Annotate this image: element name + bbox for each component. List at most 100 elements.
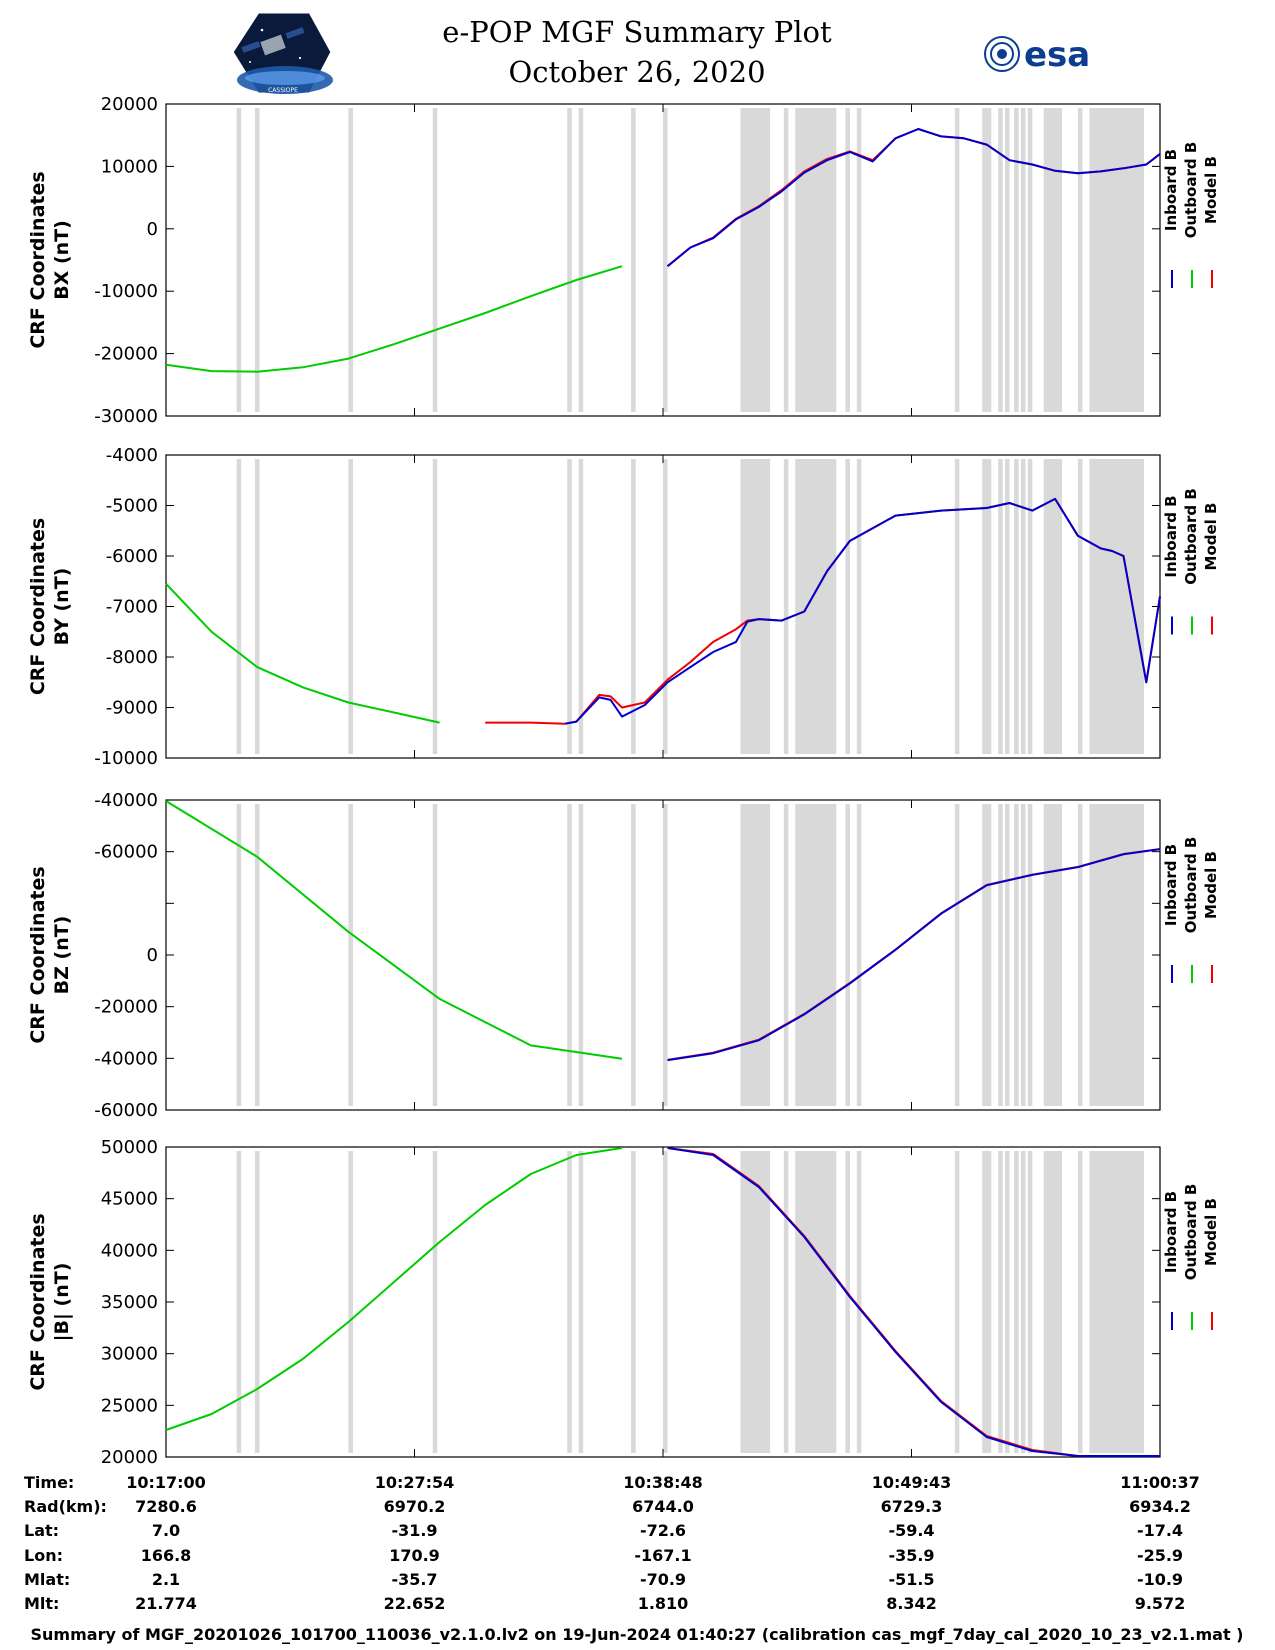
table-cell: 10:17:00 bbox=[126, 1473, 206, 1492]
y-tick-label: -30000 bbox=[94, 406, 158, 427]
table-cell: -31.9 bbox=[391, 1521, 437, 1540]
y-axis-label-line: CRF Coordinates bbox=[27, 518, 49, 695]
gap-band bbox=[567, 108, 572, 412]
gap-band bbox=[783, 1151, 789, 1453]
gap-band bbox=[567, 459, 572, 754]
series-outboard bbox=[165, 265, 623, 373]
gap-band bbox=[740, 804, 771, 1106]
table-cell: 6970.2 bbox=[384, 1497, 446, 1516]
gap-band bbox=[783, 108, 789, 412]
gap-band bbox=[1014, 804, 1019, 1106]
gap-band bbox=[982, 804, 992, 1106]
legend-label: Outboard B bbox=[1182, 488, 1200, 585]
gap-band bbox=[567, 804, 572, 1106]
table-cell: -51.5 bbox=[888, 1570, 934, 1589]
gap-band bbox=[254, 459, 260, 754]
gap-band bbox=[845, 804, 850, 1106]
cassiope-logo: CASSIOPE bbox=[230, 10, 334, 96]
panel-4: 20000 25000 30000 35000 40000 45000 50000 CRF C… bbox=[27, 1137, 1220, 1468]
y-axis-label-line: |B| (nT) bbox=[51, 1263, 73, 1342]
gap-band bbox=[663, 108, 668, 412]
y-tick-label: 25000 bbox=[101, 1395, 158, 1416]
y-tick-label: 45000 bbox=[101, 1189, 158, 1210]
gap-band bbox=[1014, 108, 1019, 412]
legend-label: Inboard B bbox=[1162, 149, 1180, 231]
gap-band bbox=[254, 108, 260, 412]
series-outboard bbox=[165, 1147, 623, 1431]
table-row-label: Time: bbox=[24, 1473, 74, 1492]
table-row-label: Lat: bbox=[24, 1521, 59, 1540]
legend-label: Model B bbox=[1202, 503, 1220, 571]
y-axis-label-line: CRF Coordinates bbox=[27, 171, 49, 348]
gap-band bbox=[578, 1151, 584, 1453]
gap-band bbox=[578, 108, 584, 412]
legend-label: Outboard B bbox=[1182, 1184, 1200, 1281]
footer-text: Summary of MGF_20201026_101700_110036_v2… bbox=[31, 1625, 1244, 1644]
gap-band bbox=[432, 108, 438, 412]
gap-band bbox=[740, 459, 771, 754]
table-cell: -25.9 bbox=[1137, 1546, 1183, 1565]
legend-label: Outboard B bbox=[1182, 142, 1200, 239]
y-tick-label: -8000 bbox=[106, 647, 158, 668]
table-cell: 6744.0 bbox=[632, 1497, 694, 1516]
gap-band bbox=[348, 108, 353, 412]
series-outboard bbox=[165, 583, 440, 724]
panel-1: -30000 -20000 -10000 0 10000 20000 CRF Coordin… bbox=[27, 94, 1220, 427]
gap-band bbox=[432, 804, 438, 1106]
gap-band bbox=[1089, 1151, 1145, 1453]
table-cell: 170.9 bbox=[389, 1546, 440, 1565]
gap-band bbox=[954, 804, 960, 1106]
gap-band bbox=[1043, 108, 1062, 412]
y-tick-label: -10000 bbox=[94, 748, 158, 769]
gap-band bbox=[982, 459, 992, 754]
gap-band bbox=[1004, 804, 1010, 1106]
y-tick-label: -6000 bbox=[106, 546, 158, 567]
gap-band bbox=[432, 459, 438, 754]
gap-band bbox=[1027, 108, 1033, 412]
table-cell: -72.6 bbox=[640, 1521, 686, 1540]
y-tick-label: -20000 bbox=[94, 344, 158, 365]
gap-band bbox=[856, 459, 862, 754]
gap-band bbox=[254, 804, 260, 1106]
y-axis-label-line: BY (nT) bbox=[51, 568, 73, 646]
esa-logo-text: esa bbox=[1024, 35, 1090, 75]
y-axis-label: CRF Coordinates |B| (nT) bbox=[27, 1213, 73, 1390]
gap-band bbox=[954, 1151, 960, 1453]
gap-band bbox=[663, 459, 668, 754]
table-cell: 166.8 bbox=[141, 1546, 192, 1565]
gap-band bbox=[795, 1151, 837, 1453]
gap-band bbox=[567, 1151, 572, 1453]
table-cell: 6934.2 bbox=[1129, 1497, 1191, 1516]
table-row-label: Rad(km): bbox=[24, 1497, 107, 1516]
y-axis-label-line: BX (nT) bbox=[51, 220, 73, 300]
legend-label: Outboard B bbox=[1182, 837, 1200, 934]
gap-band bbox=[1014, 459, 1019, 754]
y-tick-label: -60000 bbox=[94, 842, 158, 863]
gap-band bbox=[845, 1151, 850, 1453]
panel-2: -10000 -9000 -8000 -7000 -6000 -5000 -4000 CRF … bbox=[27, 445, 1220, 769]
gap-band bbox=[1004, 108, 1010, 412]
gap-band bbox=[663, 1151, 668, 1453]
gap-band bbox=[783, 459, 789, 754]
gap-band bbox=[1077, 804, 1083, 1106]
ephemeris-table: Time: Rad(km): Lat: Lon: Mlat: Mlt: 10:17:00 72… bbox=[24, 1473, 1200, 1613]
y-tick-label: -40000 bbox=[94, 1048, 158, 1069]
y-axis-label-line: CRF Coordinates bbox=[27, 1213, 49, 1390]
gap-band bbox=[998, 459, 1003, 754]
y-tick-label: -7000 bbox=[106, 597, 158, 618]
gap-band bbox=[1077, 108, 1083, 412]
gap-band bbox=[1004, 1151, 1010, 1453]
y-axis-label: CRF Coordinates BX (nT) bbox=[27, 171, 73, 348]
y-axis-label: CRF Coordinates BY (nT) bbox=[27, 518, 73, 695]
gap-band bbox=[1043, 804, 1062, 1106]
gap-band bbox=[348, 459, 353, 754]
legend-label: Inboard B bbox=[1162, 1191, 1180, 1273]
gap-band bbox=[348, 1151, 353, 1453]
header: CASSIOPE e-POP MGF Summary Plot October … bbox=[230, 10, 1090, 96]
series-inboard bbox=[564, 497, 1161, 725]
series-inboard bbox=[667, 848, 1161, 1062]
table-cell: 7280.6 bbox=[135, 1497, 197, 1516]
gap-band bbox=[856, 108, 862, 412]
y-tick-label: 35000 bbox=[101, 1292, 158, 1313]
